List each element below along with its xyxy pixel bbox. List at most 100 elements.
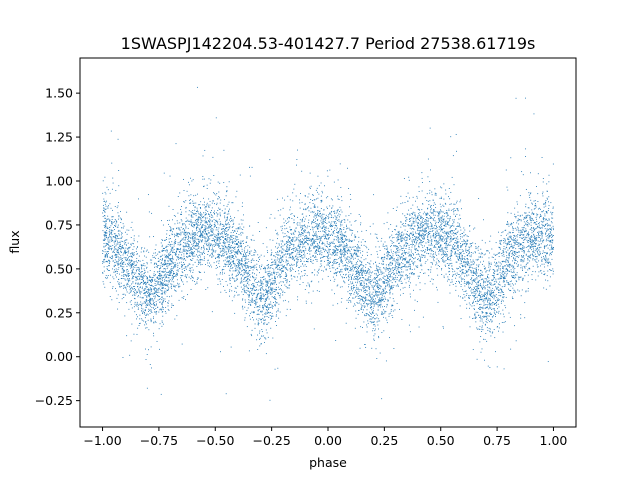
data-point [205, 228, 207, 230]
data-point [371, 272, 373, 274]
data-point [397, 257, 399, 259]
data-point [264, 316, 266, 318]
data-point [529, 217, 531, 219]
data-point [289, 228, 291, 230]
data-point [161, 284, 163, 285]
data-point [399, 233, 401, 235]
data-point [220, 233, 222, 235]
data-point [446, 246, 448, 248]
data-point [537, 214, 539, 215]
data-point [211, 252, 213, 254]
data-point [209, 232, 210, 234]
data-point [442, 326, 444, 328]
data-point [316, 246, 318, 248]
data-point [362, 280, 364, 282]
data-point [118, 263, 120, 265]
data-point [348, 279, 350, 281]
data-point [242, 308, 244, 310]
data-point [547, 225, 549, 227]
data-point [384, 256, 386, 258]
data-point [475, 297, 477, 299]
data-point [523, 249, 525, 251]
data-point [242, 240, 244, 242]
data-point [154, 288, 155, 290]
data-point [331, 265, 333, 267]
data-point [332, 217, 334, 219]
data-point [365, 289, 367, 291]
data-point [511, 255, 513, 257]
data-point [241, 291, 243, 293]
data-point [113, 250, 115, 252]
data-point [166, 284, 167, 286]
data-point [486, 292, 488, 294]
data-point [283, 254, 285, 256]
data-point [239, 252, 241, 254]
data-point [108, 261, 110, 263]
data-point [301, 226, 303, 228]
data-point [382, 299, 383, 301]
data-point [160, 283, 162, 285]
data-point [228, 181, 230, 183]
data-point [240, 263, 242, 265]
data-point [514, 283, 516, 285]
data-point [401, 224, 403, 226]
data-point [350, 275, 352, 277]
data-point [110, 274, 111, 276]
data-point [389, 291, 391, 293]
data-point [315, 189, 317, 191]
data-point [438, 225, 440, 227]
data-point [225, 264, 227, 266]
data-point [431, 216, 433, 218]
data-point [409, 258, 411, 260]
data-point [145, 288, 147, 290]
data-point [110, 237, 112, 239]
data-point [174, 264, 176, 266]
data-point [530, 222, 532, 224]
data-point [418, 238, 420, 240]
data-point [262, 305, 264, 306]
data-point [121, 271, 123, 273]
data-point [153, 288, 154, 290]
data-point [445, 241, 447, 242]
data-point [288, 216, 290, 218]
data-point [553, 229, 554, 231]
data-point [351, 286, 353, 287]
data-point [256, 269, 258, 271]
data-point [250, 266, 252, 268]
data-point [534, 200, 536, 202]
data-point [446, 223, 448, 225]
data-point [371, 302, 372, 304]
data-point [153, 275, 155, 277]
data-point [194, 213, 196, 215]
data-point [381, 311, 383, 313]
data-point [357, 287, 359, 289]
data-point [182, 281, 184, 283]
data-point [111, 240, 112, 242]
data-point [489, 252, 490, 254]
data-point [238, 271, 240, 273]
data-point [199, 213, 201, 215]
data-point [260, 282, 262, 284]
data-point [491, 321, 493, 323]
data-point [324, 237, 326, 239]
data-point [190, 219, 192, 221]
data-point [430, 209, 432, 211]
data-point [281, 289, 282, 291]
data-point [118, 202, 119, 203]
data-point [142, 312, 143, 314]
data-point [133, 272, 135, 274]
data-point [284, 299, 286, 301]
data-point [259, 337, 261, 339]
data-point [528, 245, 530, 247]
data-point [203, 229, 205, 231]
data-point [503, 271, 505, 273]
data-point [251, 298, 253, 300]
data-point [215, 229, 217, 231]
data-point [380, 240, 382, 242]
data-point [403, 251, 405, 253]
data-point [300, 193, 301, 194]
data-point [532, 203, 533, 205]
data-point [402, 222, 404, 224]
data-point [400, 283, 402, 284]
data-point [327, 218, 329, 220]
